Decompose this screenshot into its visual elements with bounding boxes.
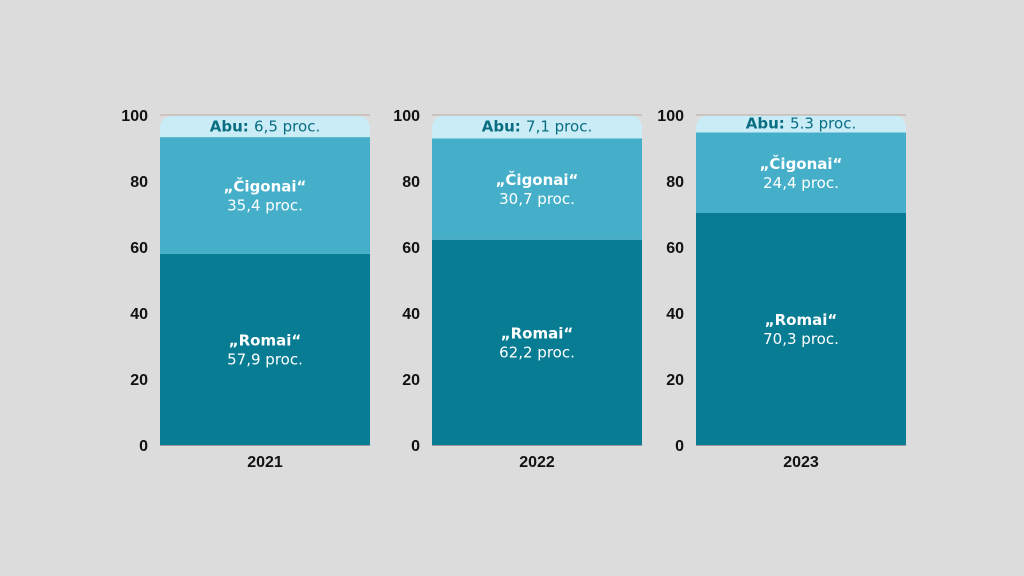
y-tick-label-2023-40: 40 [666, 306, 684, 323]
bar-segment-romai-2021 [160, 253, 370, 445]
bar-stack-2022 [432, 115, 642, 445]
data-label-abu-2023: Abu: 5.3 proc. [746, 115, 856, 133]
series-name-cigonai-2021: „Čigonai“ [224, 177, 307, 196]
series-name-cigonai-2022: „Čigonai“ [496, 170, 579, 189]
y-tick-label-2021-0: 0 [139, 438, 148, 455]
y-tick-label-2023-80: 80 [666, 174, 684, 191]
bar-segment-abu-2023 [696, 115, 906, 133]
data-label-abu-2022: Abu: 7,1 proc. [482, 118, 592, 136]
y-tick-label-2021-40: 40 [130, 306, 148, 323]
y-tick-label-2021-80: 80 [130, 174, 148, 191]
bar-segment-romai-2022 [432, 239, 642, 445]
x-tick-label-2022: 2022 [519, 454, 555, 471]
bar-segment-cigonai-2022 [432, 138, 642, 240]
data-label-cigonai-2023: 24,4 proc. [763, 174, 839, 192]
y-tick-label-2022-40: 40 [402, 306, 420, 323]
bar-stack-2021 [160, 115, 370, 445]
bar-segment-cigonai-2021 [160, 137, 370, 254]
y-tick-label-2021-20: 20 [130, 372, 148, 389]
y-tick-label-2021-60: 60 [130, 240, 148, 257]
bar-segment-abu-2021 [160, 115, 370, 138]
bar-segment-cigonai-2023 [696, 132, 906, 214]
data-label-cigonai-2022: 30,7 proc. [499, 190, 575, 208]
y-tick-label-2022-0: 0 [411, 438, 420, 455]
y-tick-label-2022-80: 80 [402, 174, 420, 191]
data-label-romai-2021: 57,9 proc. [227, 350, 303, 368]
bar-stack-2023 [696, 115, 906, 445]
x-tick-label-2021: 2021 [247, 454, 283, 471]
series-name-romai-2023: „Romai“ [765, 311, 837, 329]
series-name-romai-2021: „Romai“ [229, 331, 301, 349]
y-tick-label-2023-20: 20 [666, 372, 684, 389]
y-tick-label-2022-60: 60 [402, 240, 420, 257]
data-label-romai-2022: 62,2 proc. [499, 343, 575, 361]
y-tick-label-2023-0: 0 [675, 438, 684, 455]
series-name-cigonai-2023: „Čigonai“ [760, 154, 843, 173]
y-tick-label-2022-20: 20 [402, 372, 420, 389]
bar-segment-abu-2022 [432, 115, 642, 139]
bar-segment-romai-2023 [696, 213, 906, 445]
y-tick-label-2022-100: 100 [393, 108, 420, 125]
y-tick-label-2023-60: 60 [666, 240, 684, 257]
data-label-abu-2021: Abu: 6,5 proc. [210, 117, 320, 135]
data-label-cigonai-2021: 35,4 proc. [227, 197, 303, 215]
y-tick-label-2021-100: 100 [121, 108, 148, 125]
series-name-romai-2022: „Romai“ [501, 324, 573, 342]
data-label-romai-2023: 70,3 proc. [763, 330, 839, 348]
x-tick-label-2023: 2023 [783, 454, 819, 471]
y-tick-label-2023-100: 100 [657, 108, 684, 125]
